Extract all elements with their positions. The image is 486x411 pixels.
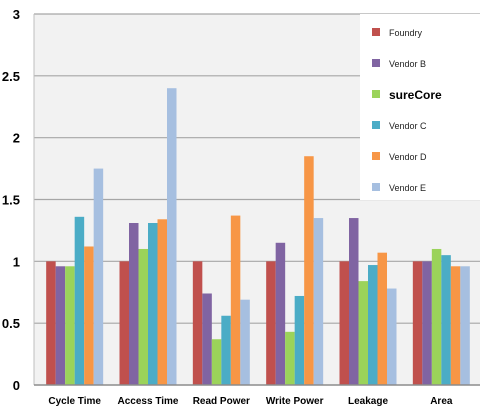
legend-label: Vendor E [389, 183, 426, 193]
bar-vendor-c [368, 265, 378, 385]
bar-vendor-e [460, 266, 470, 385]
bar-surecore [211, 339, 222, 385]
bar-vendor-c [148, 223, 158, 385]
x-tick-label: Access Time [118, 396, 179, 407]
bar-vendor-b [275, 242, 286, 385]
legend-label: Vendor C [389, 121, 427, 131]
y-axis: 0 0.5 1 1.5 2 2.5 3 [2, 7, 35, 393]
x-axis: Cycle Time Access Time Read Power Write Pow… [34, 384, 480, 407]
bar-foundry [339, 261, 349, 385]
bar-surecore [138, 248, 148, 385]
y-tick-label: 1 [13, 254, 20, 269]
y-tick-label: 0.5 [2, 316, 20, 331]
legend-swatch [372, 183, 380, 191]
bar-vendor-d [157, 219, 167, 385]
legend-label: sureCore [389, 88, 442, 102]
legend-swatch [372, 152, 380, 160]
x-tick-label: Cycle Time [48, 396, 101, 407]
bar-vendor-b [422, 261, 432, 385]
bars [46, 88, 470, 385]
legend: Foundry Vendor B sureCore Vendor C Vendor D V… [360, 14, 480, 200]
bar-vendor-e [387, 288, 397, 385]
legend-swatch [372, 28, 380, 36]
bar-foundry [119, 261, 129, 385]
bar-foundry [412, 261, 423, 385]
y-tick-label: 2 [13, 131, 20, 146]
legend-swatch [372, 121, 380, 129]
bar-vendor-c [441, 255, 451, 385]
bar-vendor-d [377, 252, 387, 385]
bar-vendor-d [230, 215, 241, 385]
legend-label: Vendor D [389, 152, 427, 162]
bar-vendor-d [84, 246, 94, 385]
bar-surecore [285, 331, 295, 385]
x-tick-label: Read Power [193, 396, 250, 407]
bar-vendor-e [313, 218, 324, 385]
bar-vendor-c [221, 315, 231, 385]
bar-vendor-e [240, 299, 250, 385]
y-tick-label: 1.5 [2, 193, 20, 208]
bar-foundry [192, 261, 203, 385]
legend-label: Vendor B [389, 59, 426, 69]
legend-label: Foundry [389, 28, 423, 38]
y-tick-label: 0 [13, 378, 20, 393]
legend-swatch [372, 59, 380, 67]
x-tick-label: Area [430, 396, 453, 407]
bar-foundry [266, 261, 276, 385]
legend-swatch [372, 90, 380, 98]
bar-surecore [431, 248, 442, 385]
bar-vendor-d [304, 156, 314, 385]
y-tick-label: 3 [13, 7, 20, 22]
y-tick-label: 2.5 [2, 69, 20, 84]
x-tick-label: Leakage [348, 396, 388, 407]
bar-vendor-e [93, 168, 104, 385]
bar-vendor-b [129, 223, 139, 385]
bar-vendor-b [349, 218, 359, 385]
bar-vendor-c [74, 216, 85, 385]
bar-surecore [358, 281, 368, 385]
bar-vendor-b [202, 293, 212, 385]
x-tick-label: Write Power [266, 396, 324, 407]
bar-vendor-d [450, 266, 461, 385]
bar-vendor-c [294, 295, 305, 385]
bar-vendor-b [55, 266, 66, 385]
bar-foundry [46, 261, 56, 385]
bar-surecore [65, 266, 75, 385]
bar-vendor-e [167, 88, 177, 385]
legend-box [360, 14, 480, 200]
